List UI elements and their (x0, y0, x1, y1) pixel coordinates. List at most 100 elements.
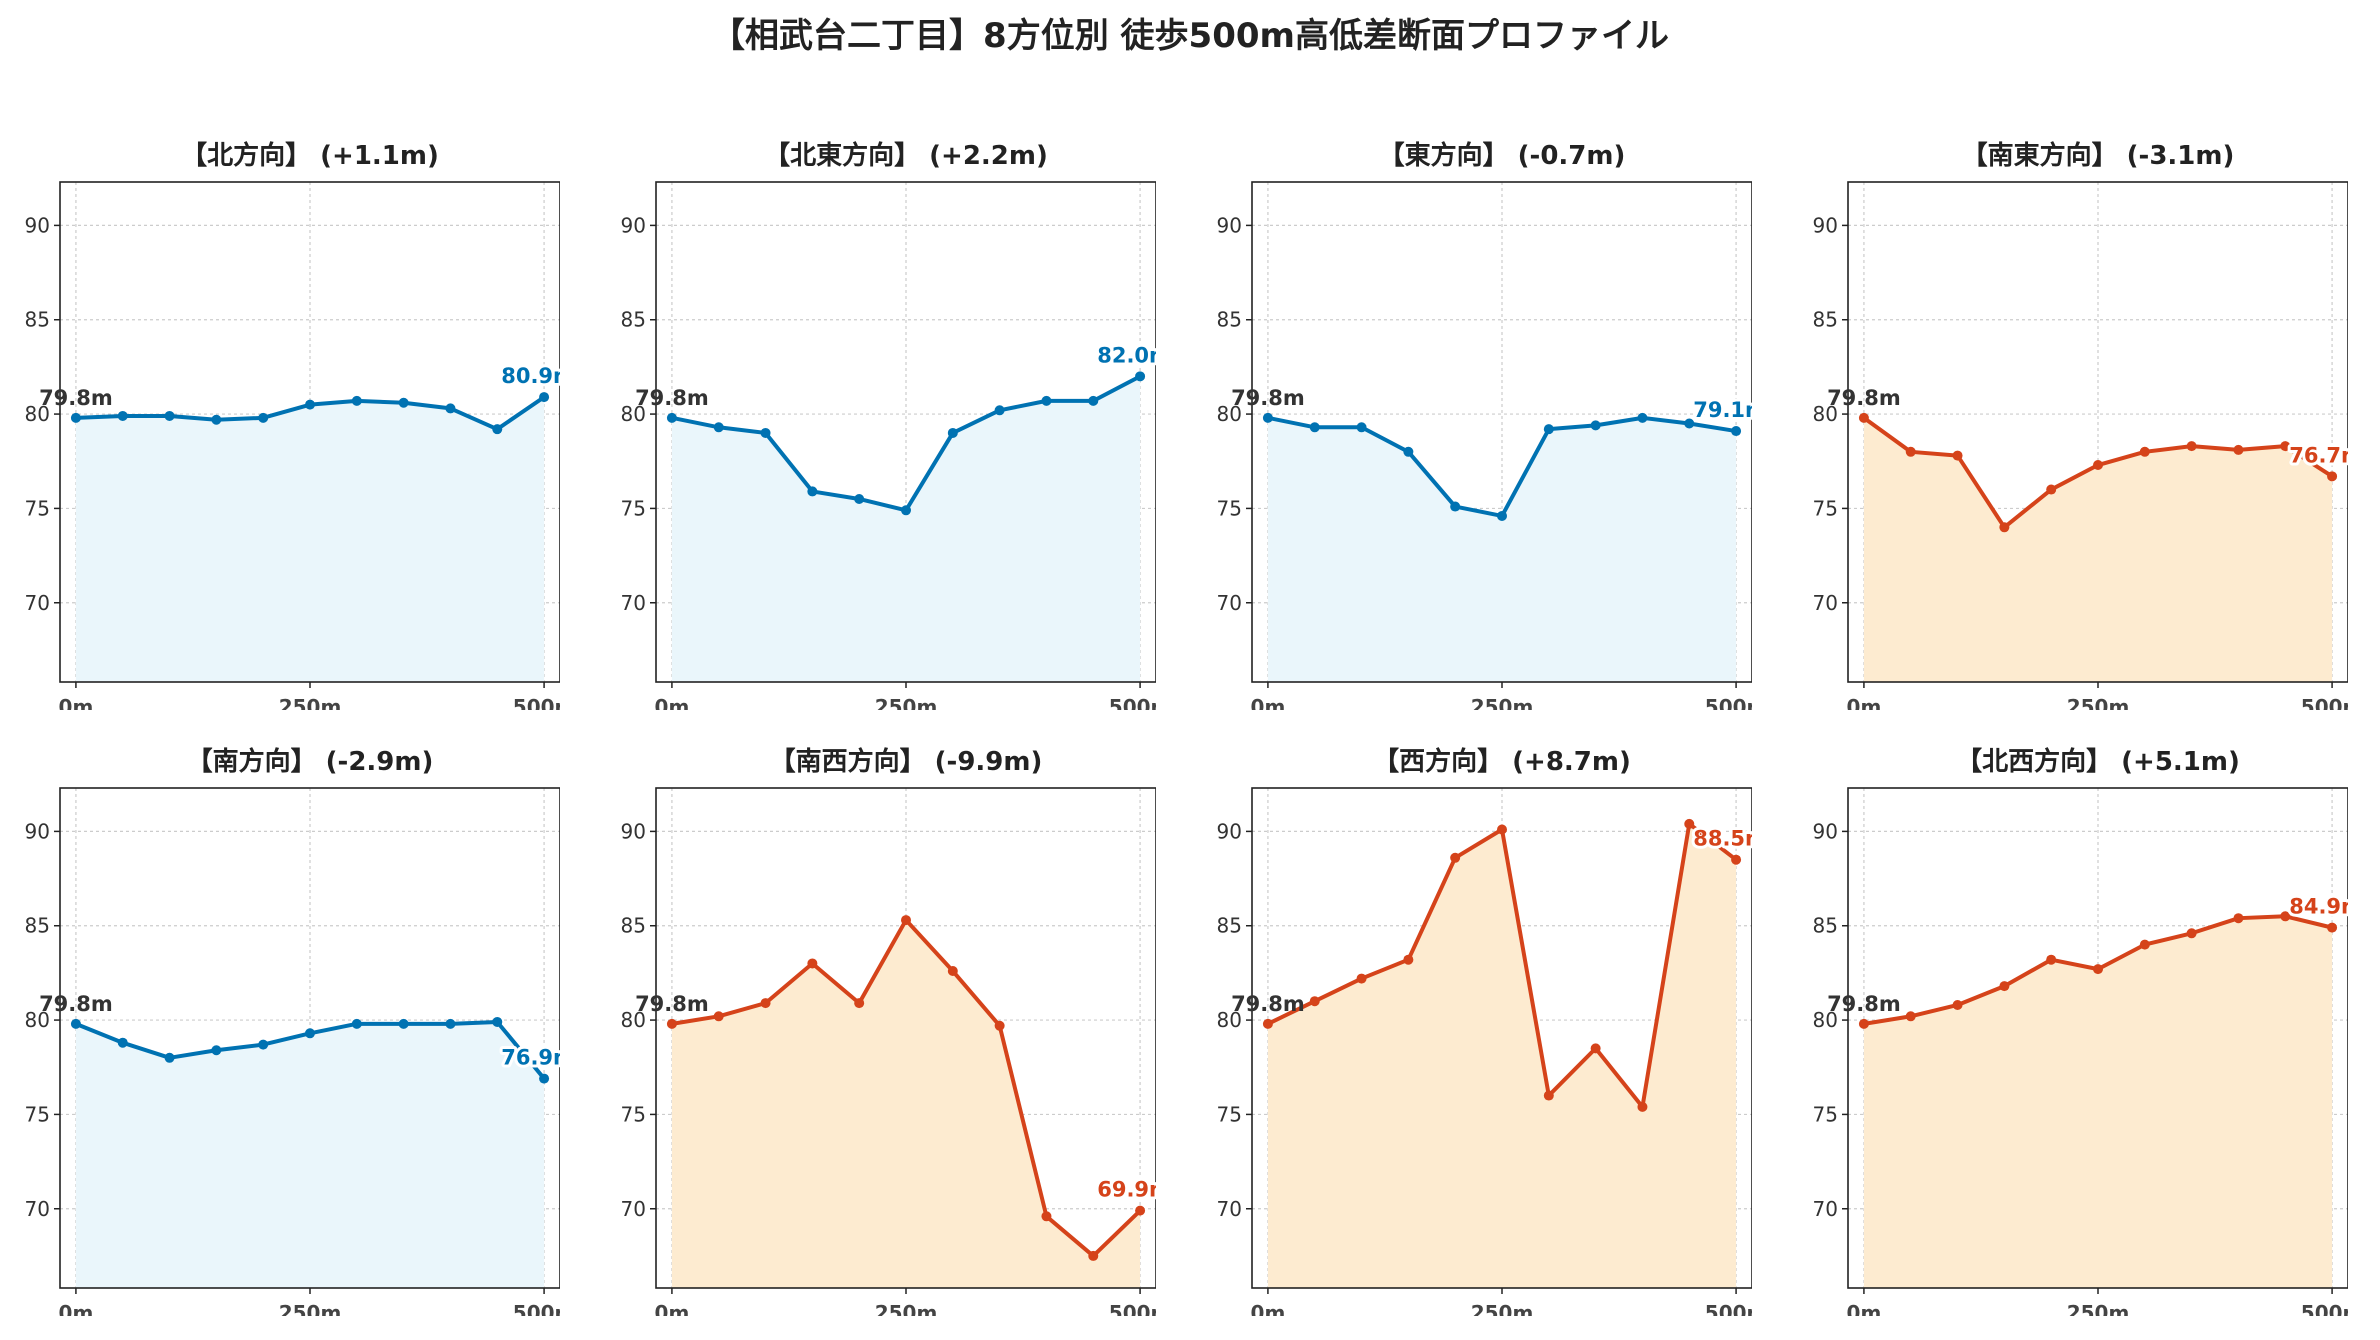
data-point (1309, 996, 1320, 1007)
panel-title: 【北東方向】 (+2.2m) (764, 140, 1048, 171)
data-point (1999, 981, 2010, 992)
data-point (666, 412, 677, 423)
start-elevation-label: 79.8m (1827, 992, 1901, 1016)
data-point (2046, 484, 2057, 495)
data-point (2233, 913, 2244, 924)
data-point (1543, 1090, 1554, 1101)
data-point (305, 1028, 315, 1039)
y-tick-label: 80 (25, 402, 50, 426)
y-tick-label: 85 (621, 308, 646, 332)
data-point (258, 412, 269, 423)
x-tick-label: 500m (1109, 1301, 1156, 1316)
end-elevation-label: 69.9m (1097, 1178, 1156, 1202)
data-point (1403, 954, 1414, 965)
chart-west: 【西方向】 (+8.7m) 70 75 80 85 90 0m 250m 500m 79.8m 88… (1217, 746, 1752, 1316)
y-tick-label: 80 (25, 1008, 50, 1032)
data-point (2280, 441, 2291, 452)
x-tick-label: 250m (2067, 695, 2130, 710)
y-tick-label: 90 (1217, 213, 1242, 237)
start-elevation-label: 79.8m (39, 386, 113, 410)
data-point (1135, 1205, 1146, 1216)
y-tick-label: 75 (1217, 496, 1242, 520)
data-point (1135, 371, 1146, 382)
data-point (2139, 446, 2150, 457)
panel-north: 【北方向】 (+1.1m) 70 75 80 85 90 0m 250m 500m 79.8m 80… (0, 130, 560, 710)
data-point (305, 399, 315, 410)
x-tick-label: 0m (1847, 1301, 1882, 1316)
data-point (2327, 471, 2338, 482)
data-point (211, 414, 222, 425)
data-point (2093, 460, 2103, 471)
data-point (1309, 422, 1320, 433)
data-point (1497, 824, 1507, 835)
chart-east: 【東方向】 (-0.7m) 70 75 80 85 90 0m 250m 500m 79.8m 79… (1217, 140, 1752, 710)
y-tick-label: 70 (1813, 591, 1838, 615)
data-point (947, 966, 958, 977)
series-area (1863, 417, 2333, 682)
x-tick-label: 0m (1847, 695, 1882, 710)
y-tick-label: 80 (1217, 1008, 1242, 1032)
y-tick-label: 90 (25, 819, 50, 843)
data-point (445, 1018, 456, 1029)
data-point (854, 493, 865, 504)
data-point (947, 427, 958, 438)
y-tick-label: 70 (25, 1197, 50, 1221)
data-point (1356, 422, 1367, 433)
series-area (75, 1021, 545, 1288)
x-tick-label: 250m (1471, 695, 1534, 710)
data-point (2280, 911, 2291, 922)
panel-title: 【北西方向】 (+5.1m) (1956, 746, 2240, 777)
data-point (760, 427, 771, 438)
data-point (713, 422, 724, 433)
data-point (2046, 954, 2057, 965)
data-point (70, 1018, 81, 1029)
data-point (211, 1045, 222, 1056)
data-point (854, 998, 865, 1009)
data-point (1543, 424, 1554, 435)
data-point (492, 424, 503, 435)
x-tick-label: 500m (513, 695, 560, 710)
y-tick-label: 75 (1813, 496, 1838, 520)
data-point (539, 392, 550, 403)
series-area (1863, 916, 2333, 1288)
data-point (1952, 999, 1963, 1010)
panel-west: 【西方向】 (+8.7m) 70 75 80 85 90 0m 250m 500m 79.8m 88… (1192, 736, 1752, 1316)
x-tick-label: 0m (1251, 695, 1286, 710)
data-point (1905, 446, 1916, 457)
x-tick-label: 500m (1109, 695, 1156, 710)
end-elevation-label: 84.9m (2289, 895, 2348, 919)
y-tick-label: 85 (25, 308, 50, 332)
start-elevation-label: 79.8m (1231, 386, 1305, 410)
y-tick-label: 90 (621, 819, 646, 843)
x-tick-label: 250m (2067, 1301, 2130, 1316)
data-point (901, 505, 911, 516)
panel-title: 【東方向】 (-0.7m) (1379, 140, 1626, 171)
data-point (1684, 818, 1695, 829)
x-tick-label: 500m (513, 1301, 560, 1316)
data-point (1041, 1211, 1052, 1222)
series-area (671, 376, 1141, 682)
data-point (807, 958, 818, 969)
data-point (2093, 964, 2103, 975)
chart-northwest: 【北西方向】 (+5.1m) 70 75 80 85 90 0m 250m 500m 79.8m 8… (1813, 746, 2348, 1316)
x-tick-label: 250m (875, 695, 938, 710)
y-tick-label: 90 (25, 213, 50, 237)
panel-title: 【南方向】 (-2.9m) (187, 746, 434, 777)
y-tick-label: 80 (1813, 1008, 1838, 1032)
y-tick-label: 85 (1217, 308, 1242, 332)
x-tick-label: 250m (279, 1301, 342, 1316)
series-area (75, 397, 545, 682)
data-point (1905, 1011, 1916, 1022)
data-point (1731, 854, 1742, 865)
data-point (994, 1020, 1005, 1031)
y-tick-label: 90 (1813, 819, 1838, 843)
data-point (1088, 395, 1099, 406)
x-tick-label: 500m (1705, 1301, 1752, 1316)
data-point (1497, 510, 1507, 521)
data-point (994, 405, 1005, 416)
y-tick-label: 85 (25, 914, 50, 938)
y-tick-label: 85 (621, 914, 646, 938)
x-tick-label: 0m (655, 1301, 690, 1316)
data-point (117, 1037, 128, 1048)
data-point (351, 1018, 362, 1029)
